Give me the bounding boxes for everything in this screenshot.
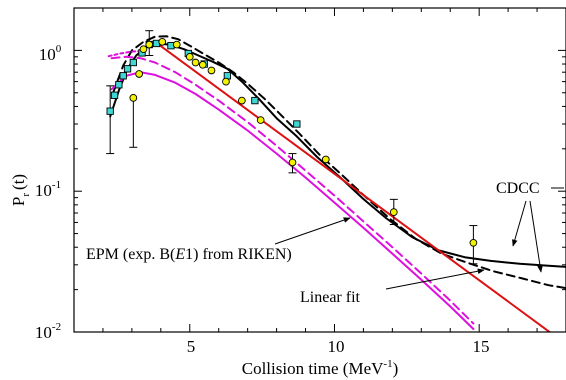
data-point-square: [293, 120, 301, 128]
data-point-circle: [198, 60, 207, 69]
data-point-circle: [288, 158, 297, 167]
data-point-square: [110, 91, 119, 99]
data-point-square: [129, 58, 137, 67]
data-point-circle: [207, 66, 216, 75]
x-axis-label: Collision time (MeV-1): [242, 358, 399, 378]
data-point-square: [119, 72, 127, 80]
plot-frame: [73, 7, 566, 333]
data-point-circle: [321, 155, 330, 164]
y-tick-base: 10: [35, 181, 52, 200]
epm-annotation-italic: E: [174, 246, 185, 263]
y-tick-base: 10: [35, 323, 52, 342]
data-point-circle: [389, 208, 398, 216]
tick-layer: [73, 7, 566, 333]
series-line-linear-fit: [154, 40, 552, 332]
series-line-cdcc-solid: [109, 42, 566, 268]
y-axis-label-arg: (t): [9, 174, 28, 190]
epm-annotation-prefix: EPM (exp. B(: [86, 246, 175, 263]
y-tick-exp: -2: [52, 321, 61, 333]
data-point-circle: [135, 70, 143, 78]
data-point-square: [251, 96, 259, 105]
data-point-square: [115, 81, 123, 89]
data-point-circle: [145, 40, 154, 49]
x-tick-label-15: 15: [473, 337, 490, 356]
data-point-circle: [172, 40, 181, 49]
x-axis-label-main: Collision time (MeV: [242, 359, 384, 378]
x-tick-label-5: 5: [187, 337, 196, 356]
data-point-circle: [238, 96, 246, 105]
data-point-circle: [256, 116, 265, 124]
y-axis-label-main: P: [9, 197, 28, 206]
y-axis-label-sub: r: [20, 193, 32, 197]
series-line-cdcc-dashed: [112, 35, 566, 290]
data-point-circle: [129, 94, 138, 102]
cdcc-arrow-dashed: [529, 200, 543, 273]
x-axis-label-close: ): [393, 359, 399, 378]
y-tick-exp: 0: [56, 43, 62, 55]
data-point-square: [123, 65, 132, 73]
series-line-epm-solid: [110, 71, 475, 330]
data-point-circle: [185, 52, 194, 61]
y-tick-label-10e0: 100: [39, 43, 62, 64]
cdcc-arrow-solid: [512, 200, 527, 247]
y-tick-label-10e-1: 10-1: [35, 179, 61, 200]
epm-annotation-suffix: 1) from RIKEN): [185, 246, 292, 263]
data-point-square: [106, 107, 114, 115]
series-layer: [107, 35, 566, 332]
data-point-circle: [222, 77, 230, 86]
data-point-circle: [158, 37, 167, 46]
data-point-circle: [191, 58, 200, 67]
y-tick-label-10e-2: 10-2: [35, 321, 61, 342]
linear-fit-arrow: [385, 268, 485, 290]
series-line-epm-top: [107, 50, 142, 58]
epm-arrow: [274, 217, 351, 245]
x-axis-label-sup: -1: [383, 358, 392, 370]
y-tick-base: 10: [39, 45, 56, 64]
data-point-circle: [469, 238, 478, 247]
data-point-circle: [139, 45, 148, 54]
epm-annotation: EPM (exp. B(E1) from RIKEN): [86, 246, 292, 263]
marker-layer: [106, 37, 478, 247]
series-line-epm-dashed: [110, 55, 475, 325]
x-tick-label-10: 10: [328, 337, 345, 356]
y-axis-label: Pr (t): [9, 174, 32, 206]
cdcc-annotation: CDCC: [496, 180, 540, 197]
linear-fit-annotation: Linear fit: [300, 289, 361, 306]
y-tick-exp: -1: [52, 179, 61, 191]
